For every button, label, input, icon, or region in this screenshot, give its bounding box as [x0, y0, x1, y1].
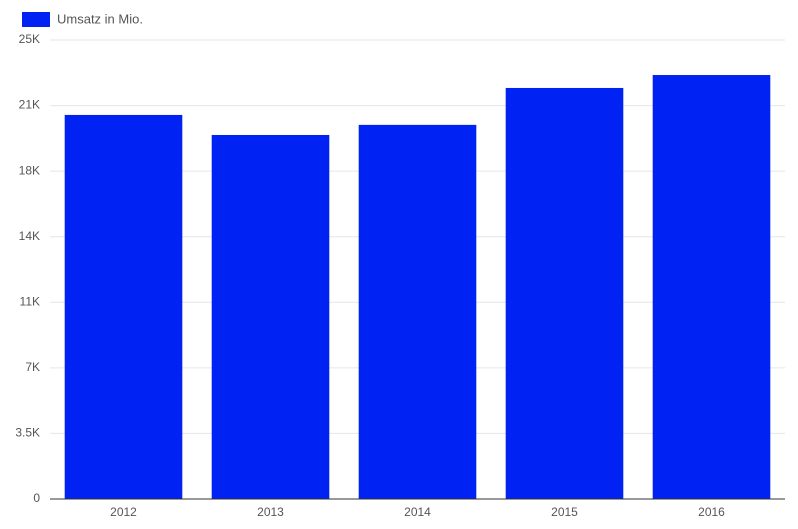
- bar: [64, 114, 183, 499]
- bar: [358, 124, 477, 499]
- y-tick-label: 0: [33, 491, 40, 505]
- legend-swatch: [22, 12, 50, 27]
- x-tick-label: 2013: [257, 505, 284, 519]
- y-tick-label: 7K: [25, 360, 40, 374]
- y-tick-label: 18K: [19, 163, 40, 177]
- legend-label: Umsatz in Mio.: [57, 11, 143, 26]
- x-tick-label: 2014: [404, 505, 431, 519]
- x-tick-label: 2012: [110, 505, 137, 519]
- bar: [652, 75, 771, 499]
- bar: [211, 134, 330, 499]
- y-tick-label: 21K: [19, 98, 40, 112]
- y-tick-label: 3.5K: [15, 426, 40, 440]
- y-tick-label: 25K: [19, 32, 40, 46]
- x-tick-label: 2016: [698, 505, 725, 519]
- y-tick-label: 14K: [19, 229, 40, 243]
- x-tick-label: 2015: [551, 505, 578, 519]
- bar: [505, 87, 624, 499]
- y-tick-label: 11K: [20, 294, 40, 308]
